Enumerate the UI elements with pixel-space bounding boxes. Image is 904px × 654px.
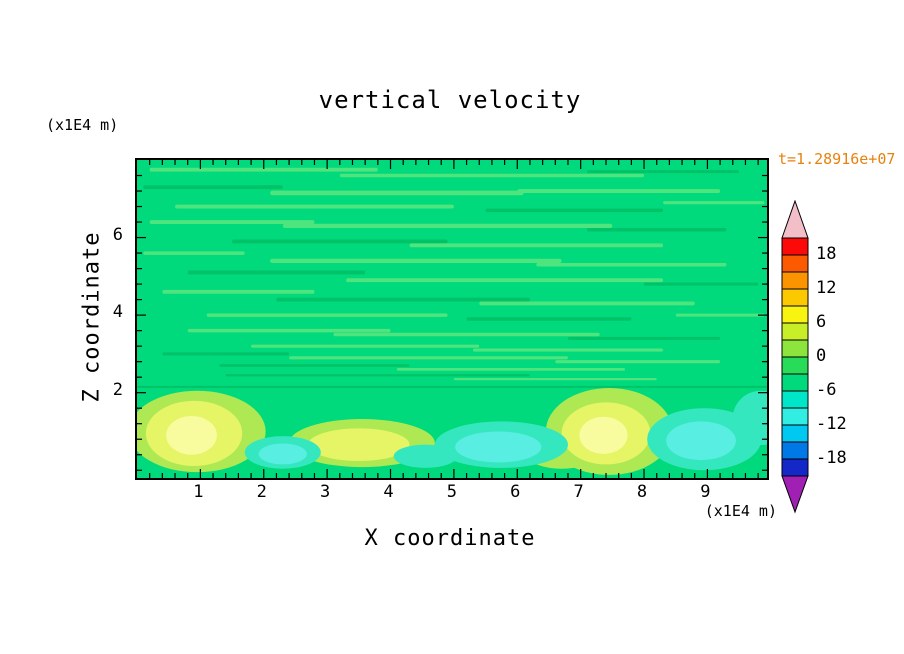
velocity-streak [453,377,657,381]
velocity-streak [225,374,530,377]
colorbar [781,200,809,514]
downdraft-blob [258,443,307,465]
velocity-streak [206,313,448,317]
y-tick-label: 2 [112,379,123,400]
colorbar-top-arrow [781,200,809,239]
x-tick-label: 1 [193,482,204,502]
colorbar-segment [781,237,809,256]
velocity-streak [396,368,626,371]
velocity-streak [587,228,727,232]
x-tick-label: 2 [256,482,267,502]
velocity-streak [346,278,664,283]
colorbar-segment [781,424,809,443]
colorbar-segment [781,441,809,460]
x-tick-label: 8 [636,482,648,502]
x-tick-label: 6 [510,482,521,502]
velocity-streak [644,282,759,286]
updraft-blob [166,415,217,455]
velocity-streak [143,251,245,255]
colorbar-tick-label: 0 [816,346,827,366]
downdraft-blob [732,390,767,446]
velocity-streak [472,348,664,352]
velocity-streak [270,258,562,263]
velocity-streak [175,204,454,209]
colorbar-tick-label: 6 [816,312,827,332]
colorbar-segment [781,458,809,477]
velocity-streak [587,170,740,174]
colorbar-segment [781,288,809,307]
velocity-streak [485,208,664,213]
velocity-streak [289,356,568,360]
velocity-streak [663,201,765,205]
y-tick-label: 4 [112,302,123,323]
colorbar-segment [781,373,809,392]
colorbar-tick-label: -18 [816,448,847,468]
velocity-streak [232,239,448,244]
velocity-streak [251,344,480,348]
y-axis-unit: (x1E4 m) [46,116,119,134]
velocity-streak [149,167,378,172]
x-tick-label: 5 [446,482,458,502]
velocity-streak [333,332,600,337]
updraft-blob [579,416,628,454]
downdraft-blob [455,431,542,463]
velocity-streak [162,289,315,294]
velocity-streak [187,270,366,275]
colorbar-tick-label: -12 [816,414,847,434]
velocity-streak [270,190,524,196]
x-tick-label: 4 [383,482,394,502]
velocity-streak [137,385,767,388]
velocity-streak [339,173,645,178]
x-tick-label: 3 [320,482,331,502]
velocity-streak [276,297,530,302]
velocity-streak [219,364,410,367]
velocity-streak [282,223,613,229]
velocity-streak [149,220,315,224]
velocity-streak [187,328,391,333]
x-axis-title: X coordinate [364,526,536,551]
velocity-streak [567,336,721,340]
updraft-blob [308,428,410,461]
colorbar-segment [781,305,809,324]
velocity-streak [466,317,632,321]
velocity-streak [409,243,664,248]
x-tick-label: 7 [573,482,584,502]
velocity-streak [536,262,727,267]
chart-title: vertical velocity [318,86,582,114]
velocity-streak [143,185,283,190]
contour-field [137,160,767,478]
velocity-streak [479,301,695,306]
colorbar-tick-label: -6 [816,380,837,400]
velocity-streak [675,313,765,317]
velocity-streak [162,352,290,356]
colorbar-segment [781,322,809,341]
colorbar-segment [781,271,809,290]
y-tick-label: 6 [112,224,123,245]
x-axis-unit: (x1E4 m) [704,502,777,520]
colorbar-segment [781,407,809,426]
colorbar-segment [781,356,809,375]
colorbar-bottom-arrow [781,475,809,514]
x-tick-label: 9 [700,482,711,502]
plot-area [135,158,769,480]
colorbar-segment [781,254,809,273]
colorbar-segment [781,390,809,409]
colorbar-segment [781,339,809,358]
colorbar-tick-label: 18 [816,244,837,264]
colorbar-tick-label: 12 [816,278,837,298]
velocity-streak [555,360,721,364]
timestamp-label: t=1.28916e+07 [778,150,896,168]
velocity-streak [517,189,721,193]
downdraft-blob [666,421,736,461]
